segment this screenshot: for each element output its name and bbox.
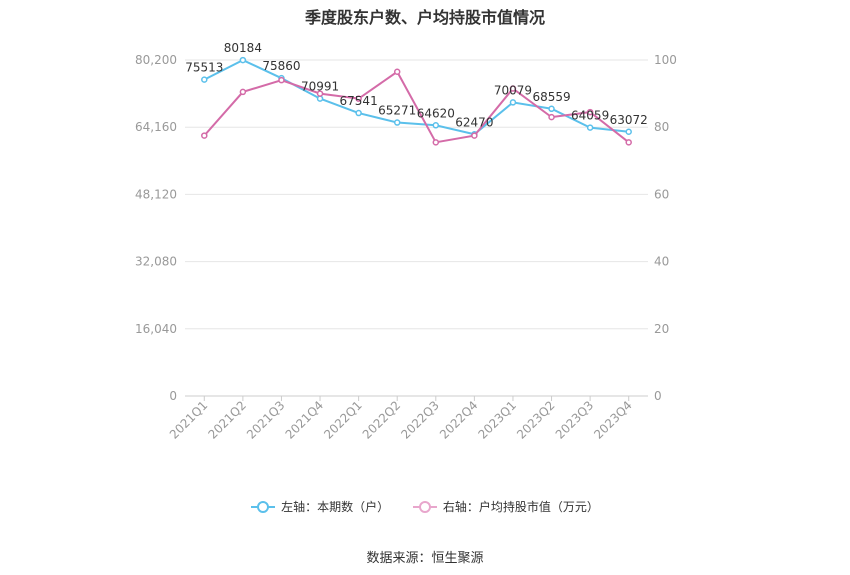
grid-lines	[185, 59, 648, 397]
shareholders-data-label: 63072	[610, 113, 648, 127]
legend-label-right-series: 右轴：户均持股市值（万元）	[442, 500, 599, 514]
x-axis-tick-label: 2021Q3	[244, 398, 288, 442]
shareholders-data-label: 70991	[301, 80, 339, 94]
x-axis-tick-label: 2022Q2	[360, 398, 404, 442]
shareholders-data-label: 65271	[378, 104, 416, 118]
x-axis-tick-label: 2023Q1	[476, 398, 520, 442]
legend-marker-right-icon	[412, 500, 437, 513]
avg-holding-value-point	[471, 132, 478, 139]
avg-holding-value-point	[548, 113, 555, 121]
shareholders-data-label: 68559	[532, 90, 570, 104]
shareholders-data-label: 75513	[185, 61, 223, 75]
shareholders-point	[239, 56, 247, 64]
x-axis-tick-label: 2022Q1	[321, 398, 365, 442]
legend-marker-left-icon	[251, 500, 276, 513]
shareholders-point	[548, 105, 555, 113]
shareholders-point	[432, 122, 440, 129]
x-axis-tick-label: 2022Q3	[398, 398, 442, 442]
avg-holding-value-point	[509, 85, 517, 92]
avg-holding-value-point	[239, 88, 247, 96]
shareholders-data-label: 64620	[417, 106, 455, 120]
x-axis-tick-label: 2022Q4	[437, 398, 481, 442]
series-lines	[201, 56, 632, 146]
avg-holding-value-point	[586, 108, 594, 116]
x-axis-tick-label: 2021Q2	[205, 398, 249, 442]
right-axis-tick-label: 20	[654, 322, 669, 336]
left-axis-tick-label: 80,200	[135, 53, 177, 67]
x-axis-tick-label: 2023Q3	[553, 398, 597, 442]
avg-holding-value-point	[278, 76, 285, 84]
shareholders-data-label: 80184	[224, 41, 262, 55]
series-line-avg-holding-value	[203, 70, 630, 144]
avg-holding-value-point	[355, 95, 362, 102]
shareholders-point	[393, 119, 401, 126]
chart-title: 季度股东户数、户均持股市值情况	[304, 8, 545, 27]
legend: 左轴：本期数（户） 右轴：户均持股市值（万元）	[0, 498, 850, 517]
shareholders-point	[355, 109, 362, 117]
right-axis-tick-label: 100	[654, 53, 677, 67]
avg-holding-value-point	[201, 132, 208, 139]
avg-holding-value-point	[316, 90, 324, 97]
x-axis-tick-label: 2023Q4	[591, 398, 635, 442]
avg-holding-value-point	[432, 139, 440, 146]
right-axis-tick-label: 0	[654, 389, 662, 403]
left-axis-tick-label: 64,160	[135, 120, 177, 134]
right-axis-tick-label: 80	[654, 120, 669, 134]
left-axis-tick-label: 0	[169, 389, 177, 403]
x-axis-tick-label: 2021Q1	[167, 398, 211, 442]
avg-holding-value-point	[625, 139, 632, 146]
left-axis-tick-label: 32,080	[135, 255, 177, 269]
shareholders-data-label: 67541	[340, 94, 378, 108]
right-axis-tick-label: 60	[654, 187, 669, 201]
avg-holding-value-point	[393, 68, 401, 76]
legend-item-right-series[interactable]: 右轴：户均持股市值（万元）	[412, 498, 599, 515]
series-line-shareholders	[203, 58, 629, 136]
shareholders-point	[625, 128, 632, 136]
shareholders-data-label: 62470	[455, 115, 493, 129]
shareholders-point	[509, 99, 517, 106]
left-axis-tick-label: 16,040	[135, 322, 177, 336]
shareholders-point	[201, 76, 208, 83]
left-axis-tick-label: 48,120	[135, 187, 177, 201]
shareholders-data-label: 64059	[571, 109, 609, 123]
source-note: 数据来源：恒生聚源	[366, 551, 484, 566]
shareholders-point	[586, 124, 594, 131]
legend-item-left-series[interactable]: 左轴：本期数（户）	[251, 498, 389, 515]
legend-label-left-series: 左轴：本期数（户）	[281, 500, 390, 514]
right-axis-tick-label: 40	[654, 255, 669, 269]
shareholders-data-label: 75860	[262, 59, 300, 73]
shareholders-data-label: 70079	[494, 83, 532, 97]
x-axis-tick-label: 2023Q2	[514, 398, 558, 442]
x-axis-tick-label: 2021Q4	[283, 398, 327, 442]
